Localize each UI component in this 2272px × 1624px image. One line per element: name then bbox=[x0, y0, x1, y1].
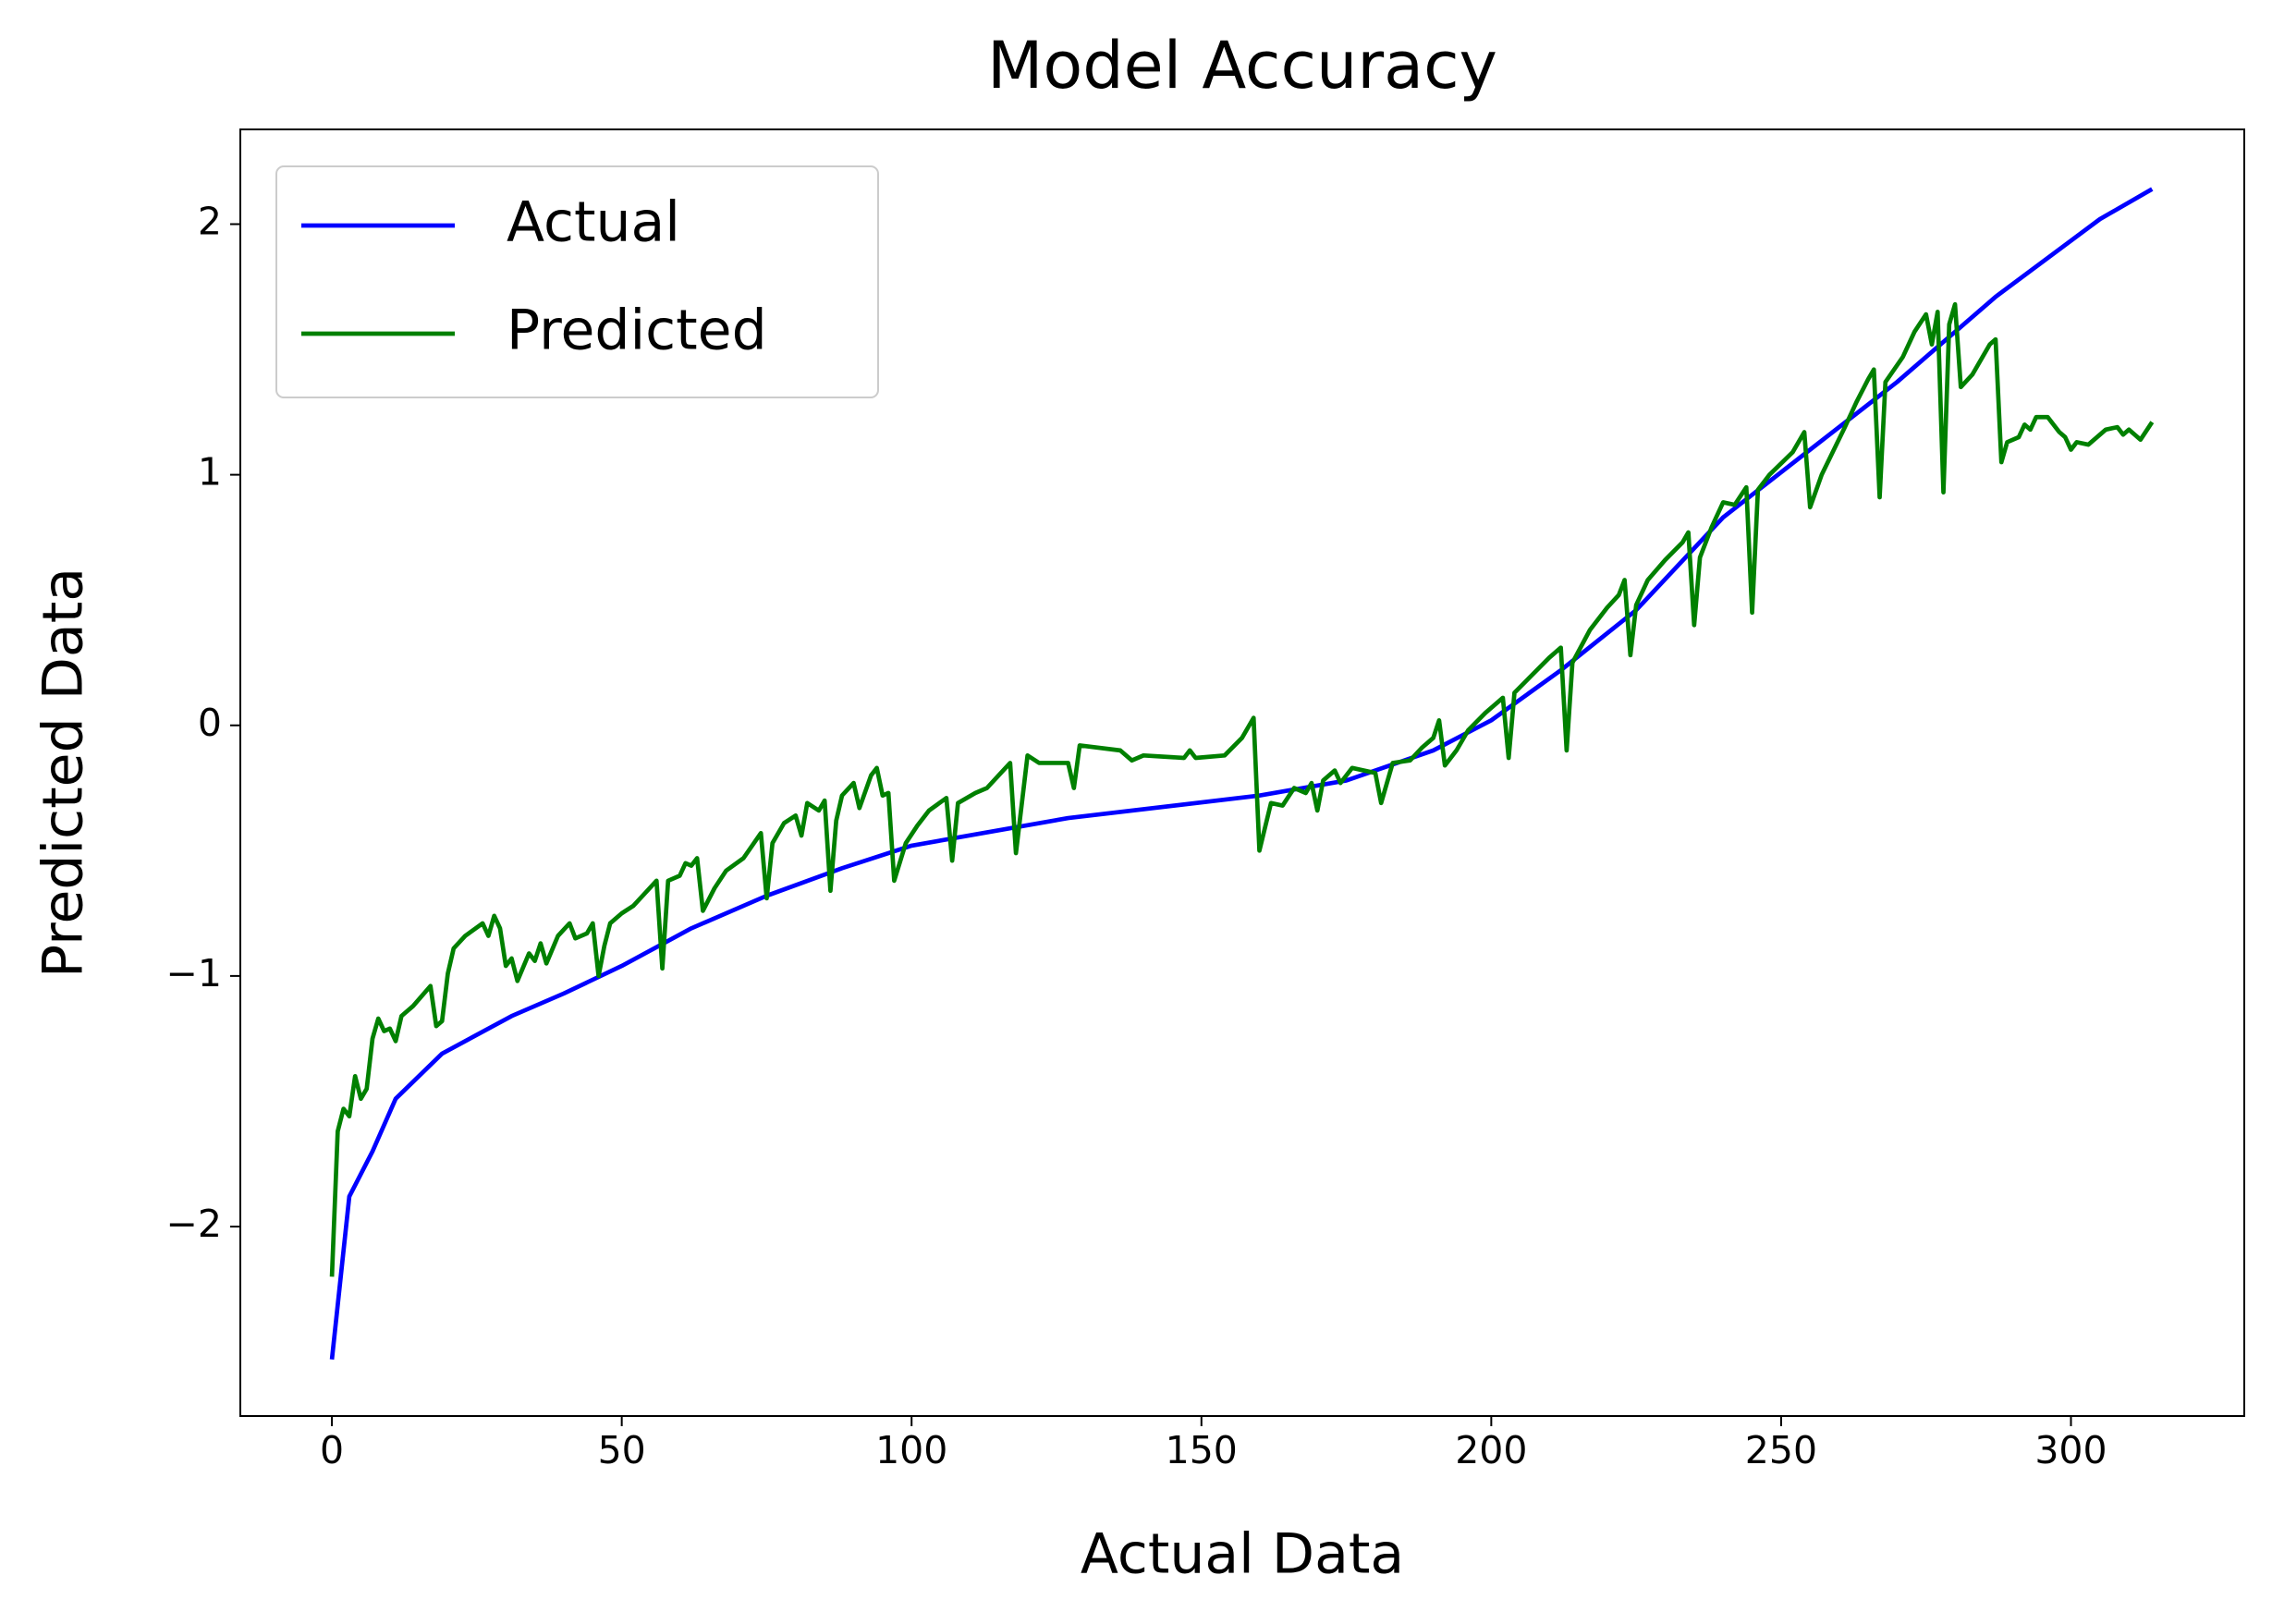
y-tick-label: −1 bbox=[166, 951, 222, 995]
y-tick-label: 0 bbox=[198, 701, 222, 745]
plot-frame bbox=[239, 128, 2245, 1417]
x-tick-label: 50 bbox=[598, 1428, 646, 1472]
y-axis-label: Predicted Data bbox=[31, 568, 96, 978]
series-line bbox=[329, 301, 2155, 1277]
x-tick-label: 300 bbox=[2034, 1428, 2107, 1472]
y-tick-label: 1 bbox=[198, 450, 222, 495]
legend-label: Predicted bbox=[507, 299, 767, 363]
series-line bbox=[329, 187, 2154, 1360]
legend-label: Actual bbox=[507, 190, 680, 255]
chart-title: Model Accuracy bbox=[987, 28, 1497, 104]
x-tick-label: 0 bbox=[320, 1428, 344, 1472]
x-tick-label: 200 bbox=[1455, 1428, 1527, 1472]
y-tick-label: −2 bbox=[166, 1202, 222, 1246]
y-tick-label: 2 bbox=[198, 199, 222, 243]
x-tick-label: 150 bbox=[1166, 1428, 1238, 1472]
x-tick-label: 100 bbox=[875, 1428, 947, 1472]
x-tick-label: 250 bbox=[1745, 1428, 1817, 1472]
x-axis-label: Actual Data bbox=[1081, 1522, 1404, 1587]
